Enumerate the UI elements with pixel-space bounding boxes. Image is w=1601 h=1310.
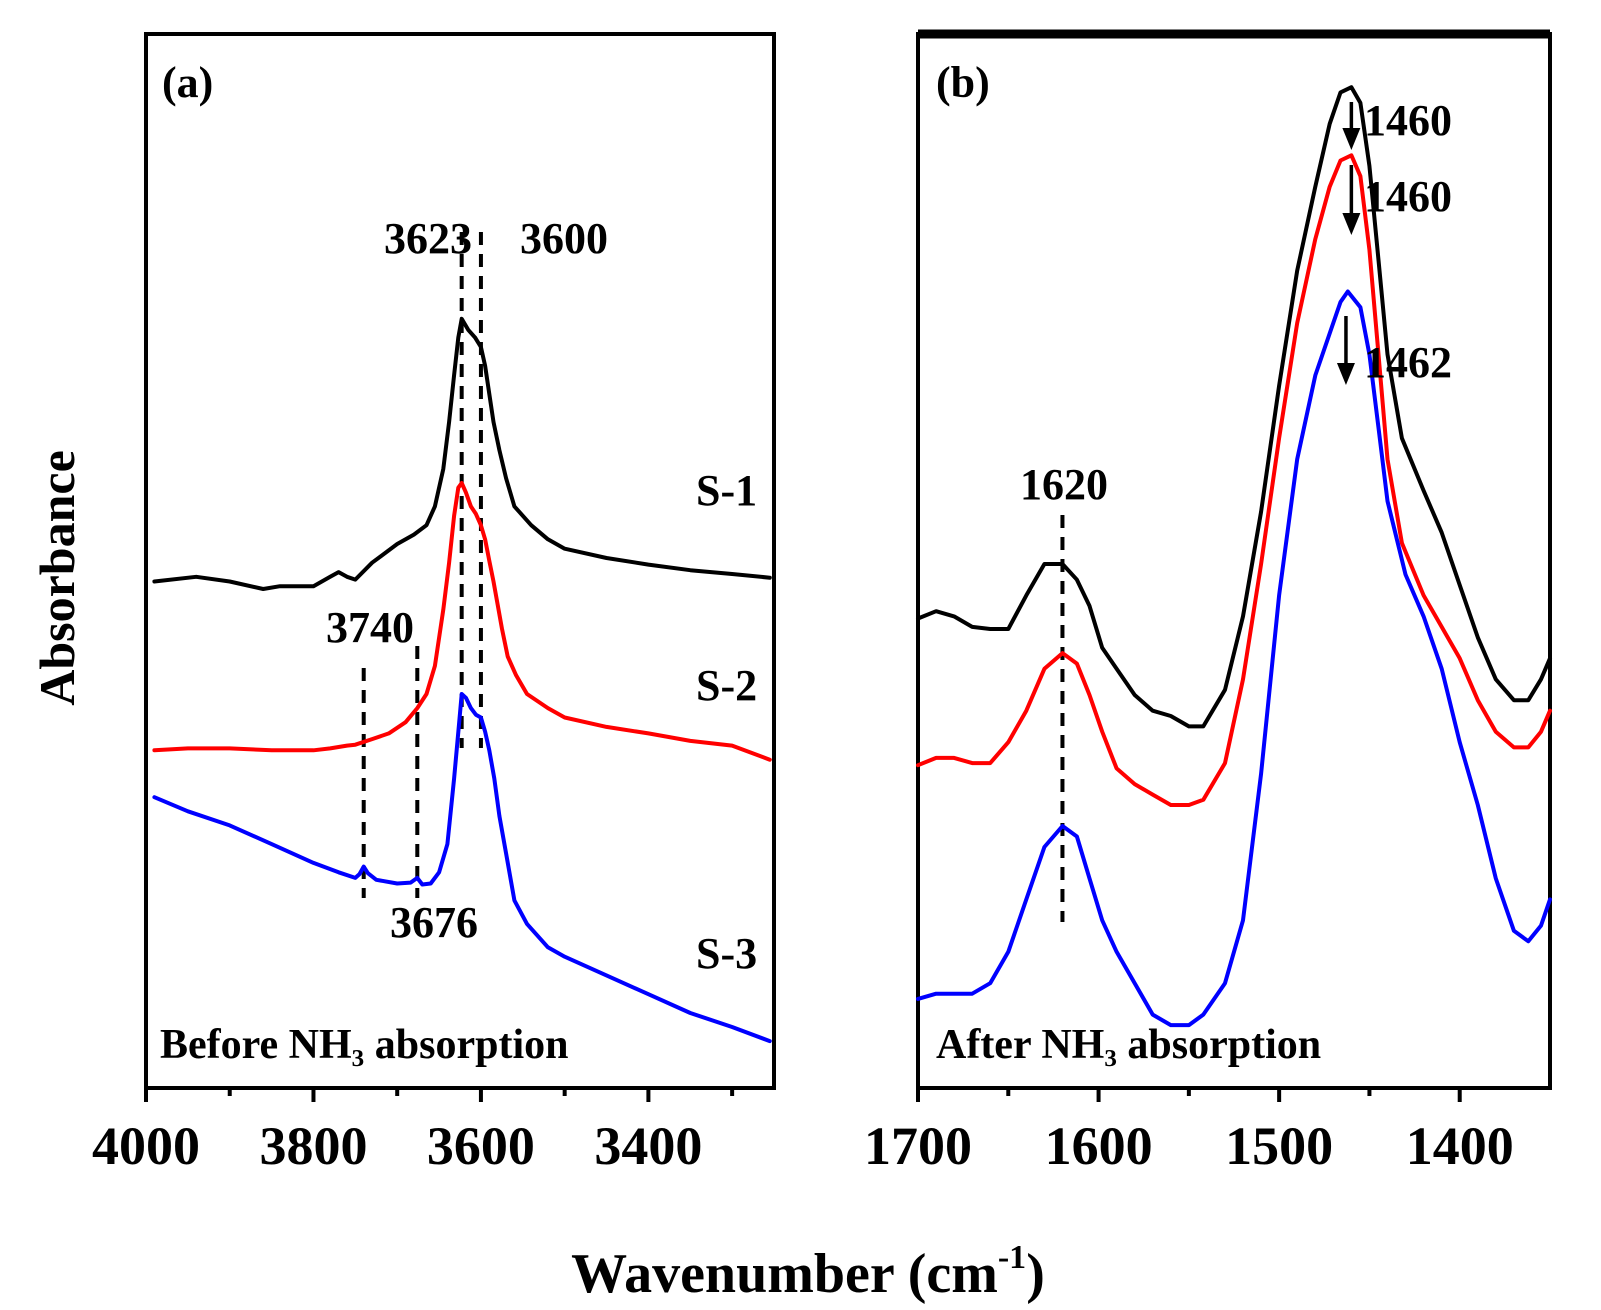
panel-a: 4000 3800 3600 3400 (a) Before NH₃ absorpti… [92, 32, 776, 1176]
x-tick-label: 1700 [864, 1116, 972, 1176]
series-line-s-1 [916, 85, 1552, 729]
x-tick-label: 3600 [427, 1116, 535, 1176]
x-tick-label: 3800 [259, 1116, 367, 1176]
panel-b-peak-markers [1060, 102, 1361, 922]
peak-label-3623: 3623 [384, 214, 472, 263]
panel-a-tick-labels: 4000 3800 3600 3400 [92, 1116, 702, 1176]
series-line-s-3 [152, 692, 772, 1044]
panel-a-curves [152, 316, 772, 1044]
series-line-s-2 [916, 153, 1552, 807]
panel-a-peak-markers [361, 232, 483, 898]
panel-b: 1700 1600 1500 1400 (b) After NH₃ absorptio… [864, 29, 1552, 1176]
x-tick-label: 1500 [1225, 1116, 1333, 1176]
series-line-s-1 [152, 316, 772, 591]
panel-b-curves [916, 85, 1552, 1028]
panel-a-annotation: Before NH₃ absorption [160, 1022, 568, 1068]
x-axis-label-sup: -1 [998, 1239, 1026, 1276]
series-line-s-2 [152, 481, 772, 762]
y-axis-label: Absorbance [29, 450, 85, 706]
x-tick-label: 3400 [594, 1116, 702, 1176]
panel-a-label: (a) [162, 58, 213, 107]
panel-b-annotation: After NH₃ absorption [936, 1022, 1321, 1068]
peak-label-1460-s2: 1460 [1364, 172, 1452, 221]
peak-arrow-head [1342, 128, 1361, 150]
panel-a-ticks [144, 1088, 735, 1102]
peak-arrow-head [1336, 363, 1355, 385]
peak-arrow-head [1342, 213, 1361, 235]
x-tick-label: 1400 [1406, 1116, 1514, 1176]
peak-label-3676: 3676 [390, 898, 478, 947]
x-axis-label: Wavenumber (cm-1) [571, 1239, 1045, 1305]
peak-label-1462-s3: 1462 [1364, 338, 1452, 387]
panel-b-ticks [916, 1088, 1462, 1102]
series-label-s2: S-2 [696, 661, 757, 710]
x-axis-label-main: Wavenumber (cm [571, 1243, 998, 1305]
series-label-s3: S-3 [696, 929, 757, 978]
peak-label-3600: 3600 [520, 214, 608, 263]
panel-b-tick-labels: 1700 1600 1500 1400 [864, 1116, 1514, 1176]
panel-a-frame [144, 32, 776, 1090]
series-label-s1: S-1 [696, 466, 757, 515]
series-line-s-3 [916, 289, 1552, 1028]
x-tick-label: 4000 [92, 1116, 200, 1176]
panel-b-label: (b) [936, 58, 990, 107]
x-tick-label: 1600 [1045, 1116, 1153, 1176]
x-axis-label-close: ) [1026, 1243, 1045, 1305]
peak-label-1620: 1620 [1020, 460, 1108, 509]
panel-b-frame [916, 32, 1552, 1090]
peak-label-1460-s1: 1460 [1364, 96, 1452, 145]
peak-label-3740: 3740 [326, 603, 414, 652]
